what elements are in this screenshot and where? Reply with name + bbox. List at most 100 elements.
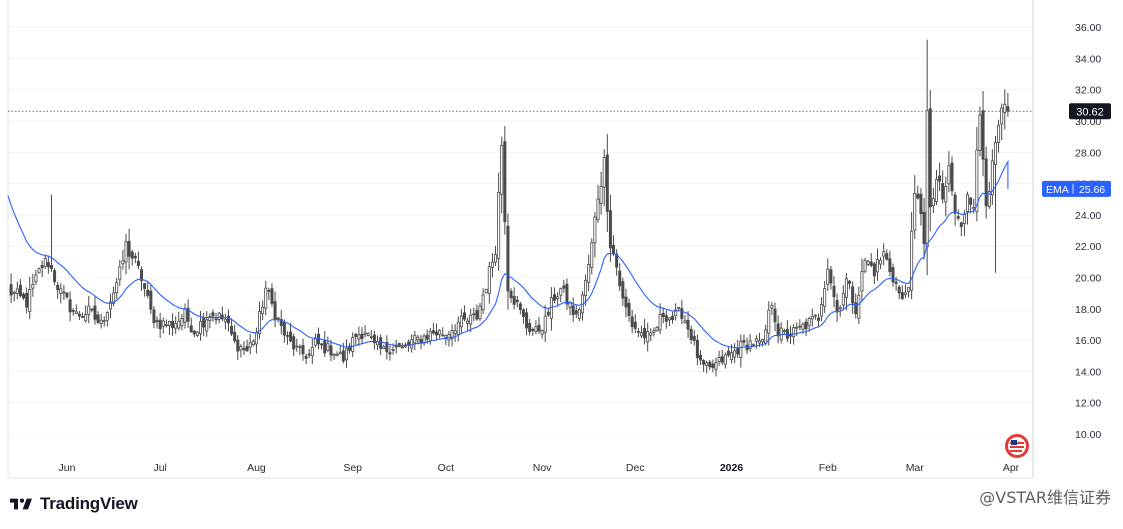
candle-body bbox=[158, 319, 162, 330]
candle-body bbox=[761, 338, 765, 343]
candle-body bbox=[1006, 106, 1010, 112]
candlestick-series bbox=[9, 39, 1010, 377]
candle-body bbox=[497, 192, 501, 260]
candle-body bbox=[584, 279, 588, 297]
candle-body bbox=[646, 331, 650, 343]
candle-body bbox=[618, 270, 622, 287]
candle-body bbox=[279, 319, 283, 327]
candle-body bbox=[133, 255, 137, 259]
candle-body bbox=[189, 325, 193, 333]
candle-body bbox=[714, 362, 718, 370]
candle-body bbox=[382, 346, 386, 349]
y-tick-label: 36.00 bbox=[1075, 22, 1101, 34]
candle-body bbox=[605, 154, 609, 212]
candle-body bbox=[351, 337, 355, 352]
candle-body bbox=[698, 354, 702, 361]
candle-body bbox=[894, 281, 898, 284]
candle-body bbox=[556, 296, 560, 300]
candle-body bbox=[804, 321, 808, 330]
candle-body bbox=[543, 315, 547, 333]
candle-body bbox=[521, 309, 525, 317]
candle-body bbox=[1003, 103, 1007, 113]
candle-body bbox=[835, 300, 839, 313]
candle-body bbox=[667, 317, 671, 321]
candle-body bbox=[183, 308, 187, 323]
candle-body bbox=[407, 341, 411, 345]
candle-body bbox=[25, 292, 29, 308]
candle-body bbox=[140, 269, 144, 281]
x-tick-label: Aug bbox=[247, 462, 266, 474]
candle-body bbox=[298, 346, 302, 349]
candle-body bbox=[633, 321, 637, 329]
candle-body bbox=[487, 266, 491, 294]
candle-body bbox=[285, 335, 289, 337]
candle-body bbox=[53, 270, 57, 283]
price-axis[interactable]: 10.00 12.00 14.00 16.00 18.00 20.00 22.00 24.00… bbox=[1075, 22, 1101, 441]
candle-body bbox=[500, 144, 504, 195]
y-tick-label: 10.00 bbox=[1075, 429, 1101, 441]
x-tick-label: Apr bbox=[1003, 462, 1020, 474]
candle-body bbox=[34, 274, 38, 283]
candle-body bbox=[49, 265, 53, 269]
candle-body bbox=[705, 362, 709, 367]
candle-body bbox=[553, 294, 557, 301]
candle-body bbox=[767, 309, 771, 334]
candle-body bbox=[329, 345, 333, 356]
candle-body bbox=[931, 198, 935, 207]
candle-body bbox=[59, 288, 63, 294]
x-tick-label: Feb bbox=[819, 462, 837, 474]
candle-body bbox=[385, 341, 389, 353]
candle-body bbox=[733, 350, 737, 358]
candle-body bbox=[149, 290, 153, 310]
candle-body bbox=[764, 329, 768, 344]
candle-body bbox=[68, 299, 72, 313]
candle-body bbox=[121, 260, 125, 265]
candle-body bbox=[962, 213, 966, 224]
candle-body bbox=[866, 260, 870, 265]
candle-body bbox=[938, 175, 942, 182]
candle-body bbox=[344, 348, 348, 361]
candle-body bbox=[37, 268, 41, 274]
x-tick-label: Nov bbox=[533, 462, 552, 474]
candle-body bbox=[559, 288, 563, 296]
candle-body bbox=[1000, 107, 1004, 125]
candle-body bbox=[273, 301, 277, 321]
candle-body bbox=[997, 124, 1001, 144]
candle-body bbox=[118, 266, 122, 281]
candle-body bbox=[928, 108, 932, 208]
y-tick-label: 22.00 bbox=[1075, 241, 1101, 253]
candle-body bbox=[872, 263, 876, 277]
y-tick-label: 14.00 bbox=[1075, 366, 1101, 378]
candle-body bbox=[282, 322, 286, 336]
y-tick-label: 24.00 bbox=[1075, 210, 1101, 222]
candle-body bbox=[525, 312, 529, 329]
candle-body bbox=[376, 341, 380, 346]
x-tick-label: Jul bbox=[153, 462, 166, 474]
candle-body bbox=[658, 314, 662, 331]
candle-body bbox=[639, 332, 643, 337]
candle-body bbox=[245, 345, 249, 352]
candle-body bbox=[43, 258, 47, 267]
candle-body bbox=[186, 307, 190, 322]
candle-body bbox=[292, 336, 296, 350]
flag-icon[interactable] bbox=[1005, 434, 1029, 458]
candle-body bbox=[31, 283, 35, 289]
candle-body bbox=[813, 314, 817, 317]
candle-body bbox=[146, 289, 150, 296]
candle-body bbox=[289, 331, 293, 342]
candle-body bbox=[360, 333, 364, 340]
time-axis[interactable]: Jun Jul Aug Sep Oct Nov Dec 2026 Feb Mar Apr bbox=[59, 462, 1020, 474]
candle-body bbox=[723, 354, 727, 365]
tradingview-brand[interactable]: TradingView bbox=[10, 493, 138, 515]
candle-body bbox=[891, 267, 895, 283]
candle-body bbox=[167, 321, 171, 327]
x-tick-label: Oct bbox=[438, 462, 454, 474]
candle-body bbox=[531, 329, 535, 331]
x-tick-label: 2026 bbox=[720, 462, 744, 474]
y-tick-label: 20.00 bbox=[1075, 273, 1101, 285]
candle-body bbox=[953, 194, 957, 214]
candle-body bbox=[643, 327, 647, 339]
candle-body bbox=[537, 324, 541, 332]
candle-body bbox=[369, 336, 373, 339]
